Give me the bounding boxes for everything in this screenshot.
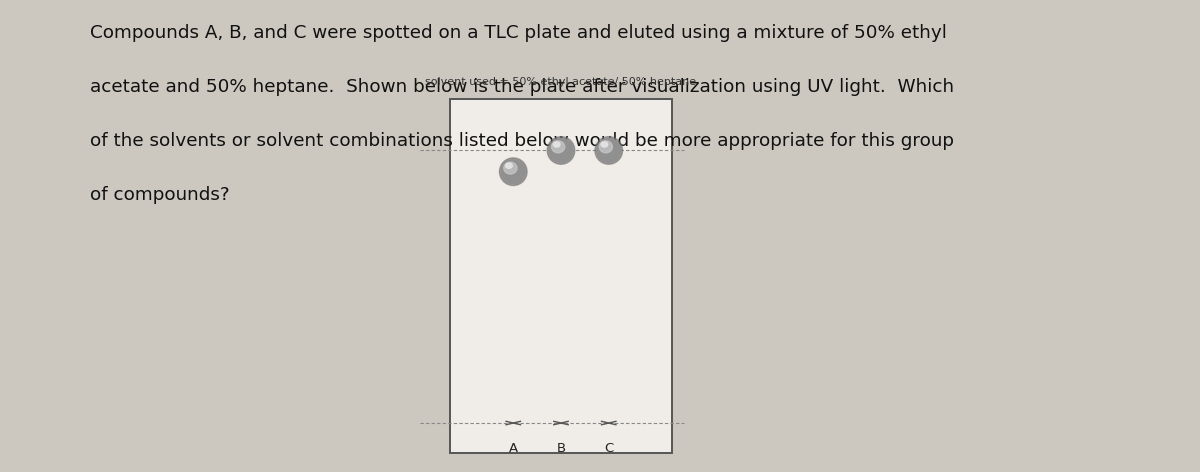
Text: solvent used = 50% ethyl acetate/ 50% heptane: solvent used = 50% ethyl acetate/ 50% he… [426,77,696,87]
Text: of the solvents or solvent combinations listed below would be more appropriate f: of the solvents or solvent combinations … [90,132,954,150]
Ellipse shape [502,160,526,184]
Text: B: B [557,442,565,455]
Ellipse shape [499,158,527,185]
Ellipse shape [601,142,607,147]
Bar [450,99,672,453]
Ellipse shape [505,163,512,169]
Ellipse shape [552,141,565,153]
Ellipse shape [547,137,575,164]
Ellipse shape [553,142,560,147]
Ellipse shape [599,141,612,153]
Text: of compounds?: of compounds? [90,186,229,204]
Ellipse shape [504,162,517,174]
Ellipse shape [550,138,574,162]
Text: Compounds A, B, and C were spotted on a TLC plate and eluted using a mixture of : Compounds A, B, and C were spotted on a … [90,24,947,42]
Text: C: C [604,442,613,455]
Ellipse shape [596,138,620,162]
Text: A: A [509,442,518,455]
Ellipse shape [595,137,623,164]
Text: acetate and 50% heptane.  Shown below is the plate after visualization using UV : acetate and 50% heptane. Shown below is … [90,78,954,96]
